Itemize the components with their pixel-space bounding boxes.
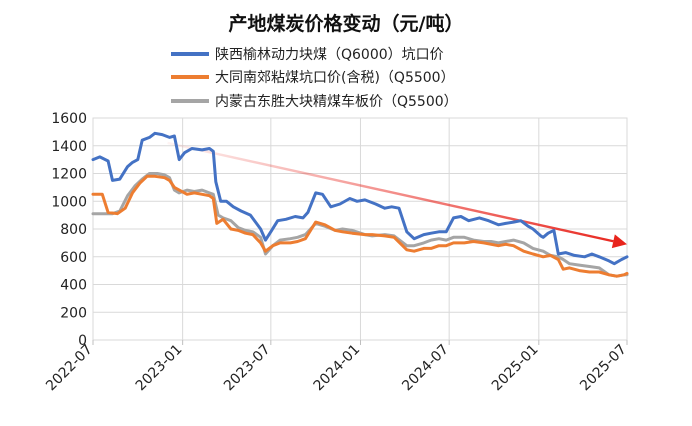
y-tick-label: 400: [60, 278, 87, 294]
x-tick-label: 2025-07: [577, 342, 630, 395]
y-tick-label: 800: [60, 222, 87, 238]
y-tick-label: 1600: [51, 111, 87, 127]
x-axis-ticks: 2022-07 2023-01 2023-07 2024-01 2024-07 2025-…: [43, 342, 630, 395]
series-layer: [91, 131, 629, 278]
legend: 陕西榆林动力块煤（Q6000）坑口价 大同南郊粘煤坑口价(含税)（Q5500） …: [171, 47, 458, 110]
x-tick-label: 2023-07: [221, 342, 274, 395]
y-tick-label: 1000: [51, 194, 87, 210]
x-tick-label: 2024-01: [311, 342, 364, 395]
legend-label-neimenggu: 内蒙古东胜大块精煤车板价（Q5500）: [215, 93, 458, 110]
x-tick-label: 2022-07: [43, 342, 96, 395]
shaanxi-series-line: [91, 131, 629, 266]
datong-series-line: [91, 174, 629, 278]
legend-label-shaanxi: 陕西榆林动力块煤（Q6000）坑口价: [215, 47, 444, 63]
y-tick-label: 600: [60, 250, 87, 266]
x-tick-label: 2023-01: [133, 342, 186, 395]
legend-label-datong: 大同南郊粘煤坑口价(含税)（Q5500）: [215, 69, 455, 86]
trend-arrow-shaft: [167, 141, 614, 243]
y-axis-ticks: 0 200 400 600 800 1000 1200 1400 1600: [51, 111, 87, 349]
x-tick-label: 2025-01: [489, 342, 542, 395]
trend-arrow-layer: [167, 141, 627, 249]
chart-title: 产地煤炭价格变动（元/吨）: [229, 12, 464, 35]
trend-arrow-head: [611, 234, 627, 249]
x-tick-label: 2024-07: [399, 342, 452, 395]
y-tick-label: 200: [60, 305, 87, 321]
y-tick-label: 1400: [51, 139, 87, 155]
y-tick-label: 1200: [51, 167, 87, 183]
grid: [92, 117, 628, 345]
y-tick-label: 0: [78, 333, 87, 349]
